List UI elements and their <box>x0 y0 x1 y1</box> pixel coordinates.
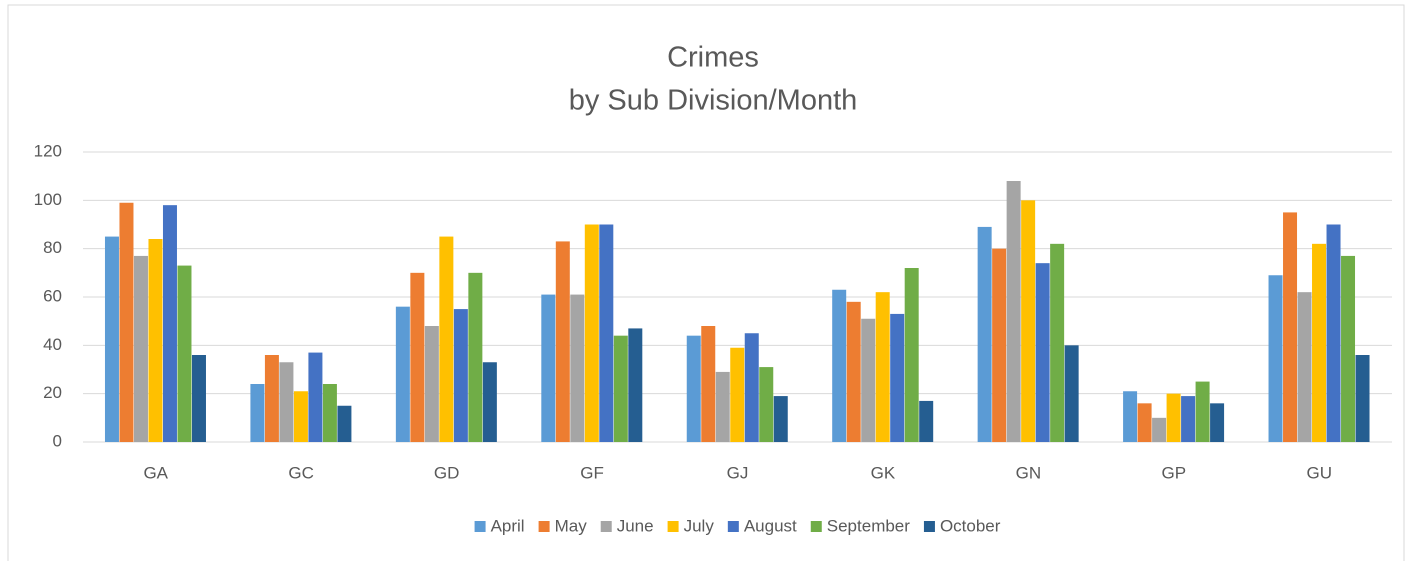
bar <box>1297 292 1312 442</box>
bar <box>759 367 774 442</box>
bar <box>337 405 352 442</box>
bar <box>1123 391 1138 442</box>
bar <box>686 335 701 442</box>
bar <box>439 236 454 442</box>
bar <box>584 224 599 442</box>
legend-swatch <box>667 521 679 532</box>
bar <box>119 202 134 442</box>
bar <box>191 355 206 442</box>
bar <box>919 400 934 442</box>
bar <box>904 268 919 442</box>
y-tick-label: 20 <box>43 383 62 402</box>
legend-label: September <box>827 516 910 535</box>
bar <box>977 226 992 442</box>
x-tick-label: GF <box>580 463 604 482</box>
bar <box>1210 403 1225 442</box>
bar <box>293 391 308 442</box>
x-tick-label: GJ <box>727 463 749 482</box>
chart-frame <box>7 4 1405 561</box>
bar <box>613 335 628 442</box>
bar <box>992 248 1007 442</box>
bar <box>308 352 323 442</box>
bar <box>279 362 294 442</box>
x-tick-label: GD <box>434 463 460 482</box>
y-tick-label: 0 <box>53 431 62 450</box>
bar <box>1341 255 1356 442</box>
x-tick-label: GK <box>871 463 896 482</box>
chart-title: Crimes <box>667 42 759 74</box>
y-tick-label: 80 <box>43 238 62 257</box>
y-tick-label: 100 <box>34 190 62 209</box>
bar <box>104 236 119 442</box>
bar <box>1195 381 1210 442</box>
bar <box>846 301 861 442</box>
bar <box>1283 212 1298 442</box>
legend-label: June <box>617 516 654 535</box>
bar <box>1064 345 1079 442</box>
bar <box>715 371 730 442</box>
bar <box>410 272 425 442</box>
y-tick-label: 40 <box>43 335 62 354</box>
bar <box>1326 224 1341 442</box>
bar <box>1035 263 1050 442</box>
bar <box>1166 393 1181 442</box>
legend-swatch <box>923 521 935 532</box>
legend-swatch <box>810 521 822 532</box>
x-tick-label: GN <box>1016 463 1042 482</box>
bar <box>468 272 483 442</box>
bar <box>570 294 585 442</box>
bar <box>832 289 847 442</box>
bar <box>701 326 716 442</box>
bar <box>1050 243 1065 442</box>
legend-swatch <box>727 521 739 532</box>
bar <box>1312 243 1327 442</box>
bar <box>555 241 570 442</box>
bar <box>162 205 177 442</box>
bar <box>773 396 788 442</box>
bar <box>322 384 337 442</box>
y-tick-label: 60 <box>43 286 62 305</box>
legend-label: August <box>744 516 797 535</box>
legend-label: May <box>555 516 588 535</box>
bar <box>541 294 556 442</box>
bar <box>177 265 192 442</box>
bar <box>264 355 279 442</box>
bar <box>890 313 905 442</box>
bar <box>1137 403 1152 442</box>
bar <box>1021 200 1036 442</box>
legend-label: April <box>491 516 525 535</box>
bar <box>1006 181 1021 442</box>
bar <box>453 309 468 442</box>
legend-swatch <box>600 521 612 532</box>
chart-subtitle: by Sub Division/Month <box>569 85 858 117</box>
bar <box>875 292 890 442</box>
bar <box>861 318 876 442</box>
bar <box>1152 417 1167 442</box>
x-tick-label: GA <box>143 463 168 482</box>
bar <box>730 347 745 442</box>
x-tick-label: GP <box>1162 463 1187 482</box>
legend-label: July <box>684 516 715 535</box>
legend-swatch <box>474 521 486 532</box>
bar <box>599 224 614 442</box>
bar <box>395 306 410 442</box>
bar <box>148 239 163 442</box>
bar <box>482 362 497 442</box>
bar <box>250 384 265 442</box>
legend-label: October <box>940 516 1001 535</box>
bar <box>744 333 759 442</box>
bar <box>628 328 643 442</box>
bar <box>1268 275 1283 442</box>
bar <box>424 326 439 442</box>
bar <box>1181 396 1196 442</box>
bar <box>133 255 148 442</box>
x-tick-label: GU <box>1307 463 1333 482</box>
legend-swatch <box>538 521 550 532</box>
y-tick-label: 120 <box>34 141 62 160</box>
bar <box>1355 355 1370 442</box>
x-tick-label: GC <box>288 463 314 482</box>
